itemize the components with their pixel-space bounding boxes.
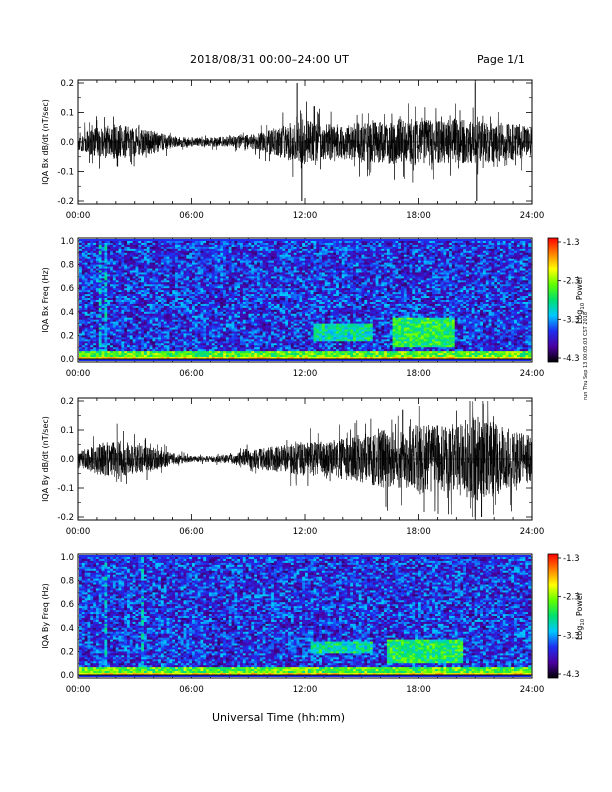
x-tick-label: 00:00 bbox=[66, 211, 91, 221]
y-tick-label: 1.0 bbox=[60, 237, 74, 247]
colorbar-tick-label: -3.3 bbox=[563, 315, 580, 325]
colorbar-tick-label: -2.3 bbox=[563, 277, 580, 287]
y-axis-label: IQA By Freq (Hz) bbox=[41, 583, 50, 649]
x-tick-label: 24:00 bbox=[520, 211, 545, 221]
panel-by-freq: 00:00 06:00 12:00 18:00 24:00 1.0 0.8 0.6 0.4 0.2… bbox=[41, 553, 544, 695]
heatmap-cells bbox=[79, 555, 532, 677]
x-tick-label: 06:00 bbox=[179, 369, 204, 379]
colorbar: -1.3 -2.3 -3.3 -4.3 Log10 Power bbox=[547, 237, 586, 364]
y-tick-label: 0.4 bbox=[60, 624, 74, 634]
colorbar-gradient bbox=[547, 553, 559, 679]
colorbar-label: Log10 Power bbox=[575, 275, 586, 324]
x-tick-label: 00:00 bbox=[66, 369, 91, 379]
x-tick-label: 00:00 bbox=[66, 685, 91, 695]
y-tick-label: 0.0 bbox=[60, 455, 74, 465]
y-tick-label: 0.2 bbox=[60, 331, 74, 341]
y-tick-label: 0.8 bbox=[60, 577, 74, 587]
y-tick-label: 0.6 bbox=[60, 284, 74, 294]
x-tick-label: 18:00 bbox=[406, 685, 431, 695]
series-line bbox=[77, 101, 533, 183]
x-tick-label: 12:00 bbox=[293, 527, 318, 537]
series-line bbox=[77, 400, 533, 518]
plot-frame bbox=[77, 553, 533, 679]
x-axis-label: Universal Time (hh:mm) bbox=[212, 711, 345, 724]
x-tick-label: 24:00 bbox=[520, 369, 545, 379]
y-tick-label: 0.1 bbox=[60, 109, 74, 119]
colorbar-tick-label: -2.3 bbox=[563, 593, 580, 603]
y-tick-label: -0.1 bbox=[57, 484, 74, 494]
y-axis-label: IQA By dB/dt (nT/sec) bbox=[41, 416, 50, 502]
panel-by-dbdt: 00:00 06:00 12:00 18:00 24:00 0.2 0.1 0.0 -0.1 -0… bbox=[41, 397, 544, 537]
x-tick-label: 24:00 bbox=[520, 685, 545, 695]
y-tick-label: 0.0 bbox=[60, 138, 74, 148]
colorbar-label: Log10 Power bbox=[575, 591, 586, 640]
y-axis-label: IQA Bx dB/dt (nT/sec) bbox=[41, 99, 50, 185]
x-tick-label: 18:00 bbox=[406, 211, 431, 221]
y-tick-label: -0.1 bbox=[57, 168, 74, 178]
y-tick-label: 0.2 bbox=[60, 79, 74, 89]
x-tick-label: 06:00 bbox=[179, 685, 204, 695]
colorbar: -1.3 -2.3 -3.3 -4.3 Log10 Power bbox=[547, 553, 586, 680]
y-axis-label: IQA Bx Freq (Hz) bbox=[41, 267, 50, 333]
page-number: Page 1/1 bbox=[477, 53, 525, 66]
y-tick-label: 0.0 bbox=[60, 355, 74, 365]
x-tick-label: 12:00 bbox=[293, 369, 318, 379]
y-tick-label: 0.4 bbox=[60, 308, 74, 318]
colorbar-tick-label: -1.3 bbox=[563, 238, 580, 248]
heatmap-cells bbox=[79, 239, 532, 361]
colorbar-tick-label: -1.3 bbox=[563, 554, 580, 564]
panel-bx-freq: 00:00 06:00 12:00 18:00 24:00 1.0 0.8 0.6 0.4 0.2… bbox=[41, 237, 544, 379]
x-tick-label: 12:00 bbox=[293, 211, 318, 221]
plot-frame bbox=[77, 237, 533, 363]
y-tick-label: 0.1 bbox=[60, 426, 74, 436]
y-tick-label: -0.2 bbox=[57, 513, 74, 523]
colorbar-tick-label: -4.3 bbox=[563, 670, 580, 680]
colorbar-tick-label: -3.3 bbox=[563, 631, 580, 641]
x-tick-label: 18:00 bbox=[406, 527, 431, 537]
x-tick-label: 12:00 bbox=[293, 685, 318, 695]
x-tick-label: 24:00 bbox=[520, 527, 545, 537]
x-tick-label: 18:00 bbox=[406, 369, 431, 379]
x-tick-label: 06:00 bbox=[179, 211, 204, 221]
y-tick-label: -0.2 bbox=[57, 197, 74, 207]
colorbar-tick-label: -4.3 bbox=[563, 354, 580, 364]
y-tick-label: 0.2 bbox=[60, 647, 74, 657]
y-tick-label: 0.0 bbox=[60, 671, 74, 681]
x-tick-label: 00:00 bbox=[66, 527, 91, 537]
page-title: 2018/08/31 00:00–24:00 UT bbox=[190, 53, 350, 66]
y-tick-label: 1.0 bbox=[60, 553, 74, 563]
panel-bx-dbdt: 00:00 06:00 12:00 18:00 24:00 0.2 0.1 0.0 -0.1 -0… bbox=[41, 79, 544, 221]
x-tick-label: 06:00 bbox=[179, 527, 204, 537]
colorbar-gradient bbox=[547, 237, 559, 363]
y-tick-label: 0.2 bbox=[60, 397, 74, 407]
y-tick-label: 0.8 bbox=[60, 261, 74, 271]
y-tick-label: 0.6 bbox=[60, 600, 74, 610]
